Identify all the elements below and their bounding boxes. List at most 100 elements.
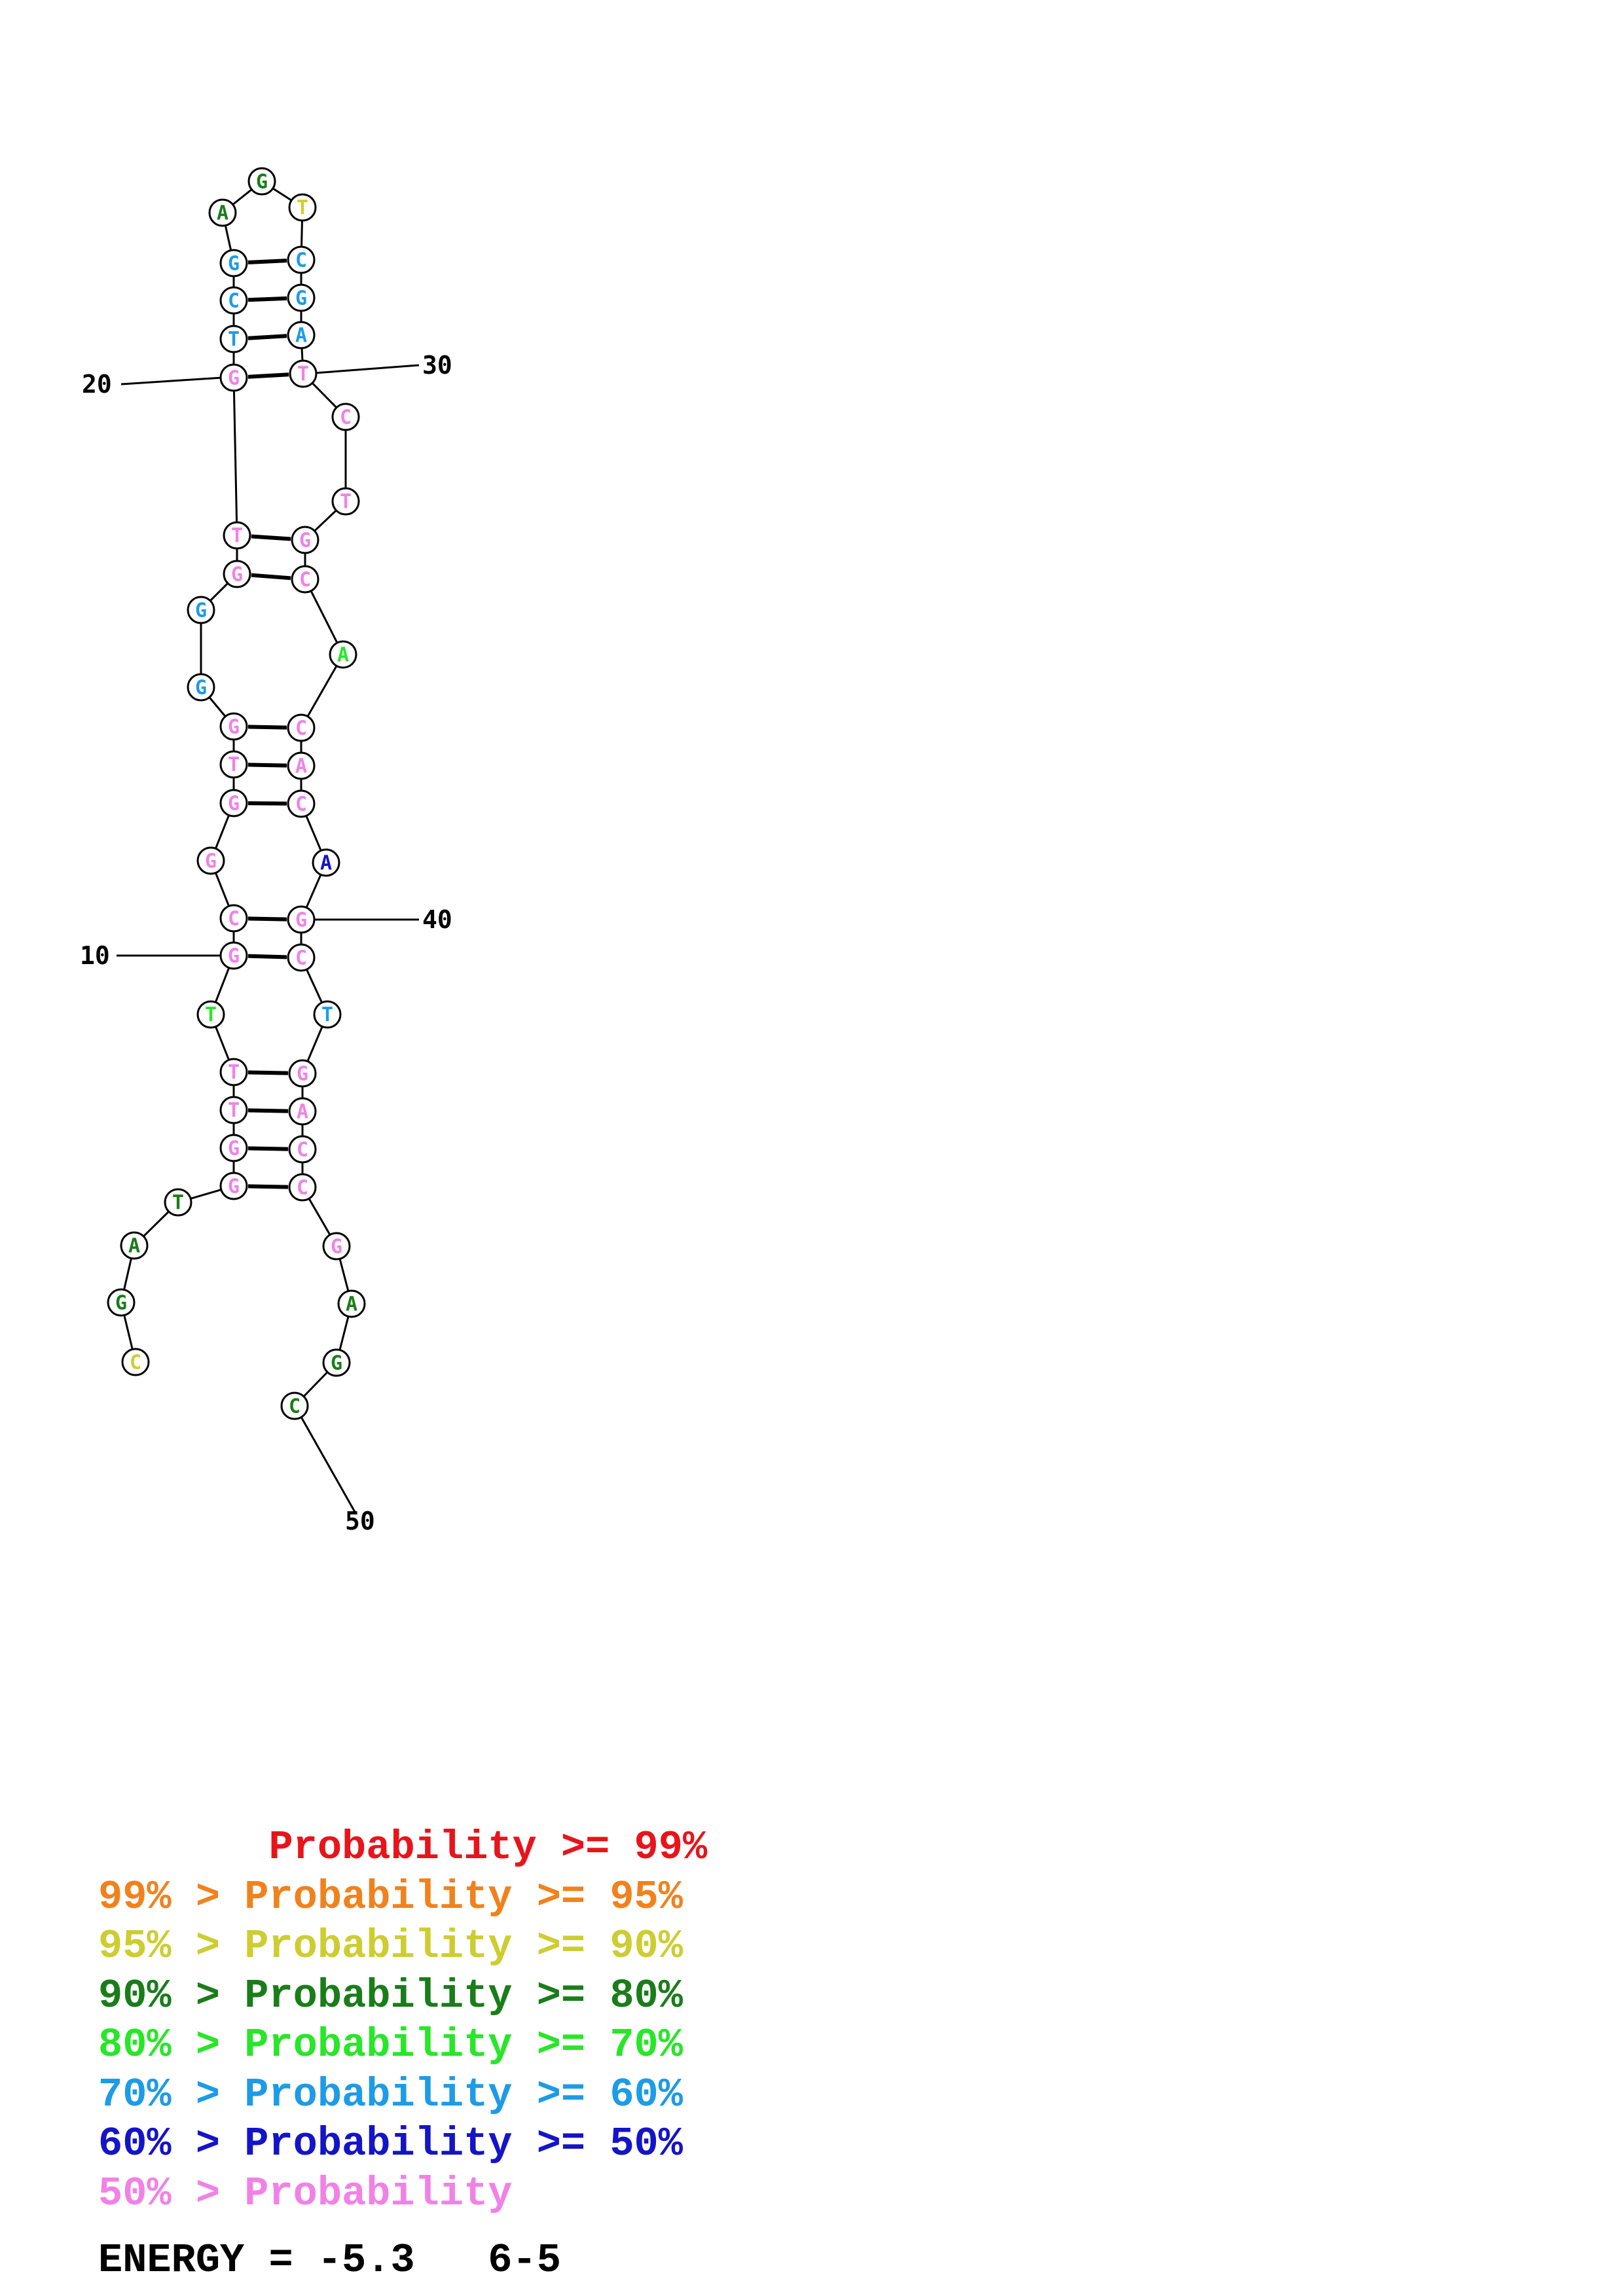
base-pair-line <box>247 725 287 730</box>
nucleotide: T <box>331 487 360 516</box>
position-label: 50 <box>345 1507 375 1535</box>
nucleotide: C <box>219 286 248 315</box>
nucleotide: G <box>291 526 319 554</box>
nucleotide-letter: G <box>299 529 311 552</box>
nucleotide: G <box>322 1348 351 1377</box>
nucleotide-letter: G <box>228 253 240 276</box>
nucleotide-letter: G <box>256 171 268 194</box>
nucleotide-circle <box>329 640 357 669</box>
nucleotide-letter: G <box>228 793 240 816</box>
nucleotide-letter: A <box>297 1101 308 1124</box>
nucleotide: C <box>288 1173 317 1202</box>
backbone-segment <box>305 815 322 852</box>
nucleotide-letter: G <box>231 564 243 586</box>
nucleotide-letter: G <box>297 1063 308 1086</box>
backbone-segment <box>306 665 338 717</box>
nucleotide-circle <box>219 363 248 392</box>
nucleotide-letter: A <box>346 1293 357 1316</box>
base-pair-line <box>247 296 287 302</box>
nucleotide-circle <box>247 167 276 196</box>
nucleotide-letter: C <box>130 1352 141 1374</box>
nucleotide-circle <box>219 286 248 315</box>
nucleotide-circle <box>187 673 215 702</box>
backbone-segment <box>214 815 230 849</box>
nucleotide-letter: G <box>228 945 240 968</box>
legend-entry: 50% > Probability <box>98 2170 513 2217</box>
nucleotide-circle <box>287 751 316 780</box>
legend-entry: Probability >= 99% <box>98 1824 708 1871</box>
nucleotide: G <box>287 283 316 312</box>
nucleotide-letter: G <box>195 600 207 622</box>
nucleotide: G <box>223 560 251 588</box>
position-tick-line <box>314 364 420 374</box>
backbone-layer <box>123 187 350 1397</box>
nucleotide-circle <box>219 1096 248 1124</box>
nucleotide-letter: G <box>228 367 240 390</box>
nucleotide: C <box>291 565 319 594</box>
nucleotide-circle <box>223 560 251 588</box>
nucleotide: A <box>208 198 237 227</box>
nucleotide-circle <box>287 905 316 934</box>
nucleotide-letter: G <box>331 1352 342 1375</box>
nucleotide-letter: G <box>228 1138 240 1160</box>
nucleotide-letter: C <box>299 569 311 592</box>
nucleotide: G <box>247 167 276 196</box>
nucleotide: T <box>164 1188 192 1217</box>
nucleotide-letter: G <box>195 677 207 700</box>
nucleotide-circle <box>287 321 316 350</box>
nucleotide-letter: A <box>337 644 349 667</box>
base-pair-line <box>247 1184 289 1189</box>
nucleotide-letter: C <box>295 249 307 272</box>
legend-entry: 60% > Probability >= 50% <box>98 2121 683 2167</box>
nucleotide: G <box>219 1172 248 1200</box>
legend-entry: 99% > Probability >= 95% <box>98 1873 683 1920</box>
nucleotide-letter: G <box>295 909 307 932</box>
nucleotide: C <box>219 904 248 933</box>
nucleotide: G <box>322 1232 351 1261</box>
nucleotide-circle <box>312 848 340 877</box>
nucleotide-letter: T <box>297 197 308 220</box>
nucleotide: G <box>219 789 248 817</box>
nucleotide-circle <box>313 1000 342 1029</box>
nucleotide-circle <box>219 325 248 353</box>
base-pair-line <box>247 372 289 379</box>
position-label: 10 <box>80 941 110 970</box>
nucleotide-circle <box>289 359 318 388</box>
nucleotide-circle <box>219 1058 248 1086</box>
backbone-segment <box>210 583 228 601</box>
nucleotide-circle <box>219 1172 248 1200</box>
nucleotide-letter: C <box>295 793 307 816</box>
nucleotide-circle <box>288 1135 317 1164</box>
nucleotide: T <box>219 1058 248 1086</box>
position-tick-line <box>300 1416 356 1513</box>
nucleotide-letter: T <box>228 329 240 351</box>
position-label: 20 <box>82 370 112 399</box>
nucleotide-circle <box>337 1289 366 1318</box>
nucleotide-letter: A <box>128 1235 140 1258</box>
nucleotide-circle <box>287 245 316 274</box>
nucleotide: G <box>196 846 225 875</box>
nucleotide-circle <box>120 1231 149 1260</box>
base-pair-line <box>247 762 287 768</box>
base-pair-line <box>247 1108 289 1113</box>
backbone-segment <box>308 1198 331 1236</box>
base-pair-line <box>247 334 287 340</box>
backbone-segment <box>301 220 303 247</box>
nucleotide-letter: T <box>228 1062 240 1085</box>
nucleotide-letter: A <box>295 755 307 778</box>
nucleotide-circle <box>287 283 316 312</box>
nucleotide-circle <box>219 712 248 741</box>
base-pair-line <box>247 1146 289 1151</box>
nucleotide-letter: T <box>205 1004 217 1027</box>
backbone-segment <box>338 1258 350 1292</box>
nucleotide-letter: C <box>228 290 240 313</box>
legend-entry: 90% > Probability >= 80% <box>98 1972 683 2019</box>
nucleotide-circle <box>288 193 317 222</box>
nucleotide: G <box>288 1059 317 1088</box>
nucleotide-circle <box>287 789 316 818</box>
nucleotide-letter: T <box>297 363 309 386</box>
position-tick-line <box>120 376 223 386</box>
backbone-segment <box>232 188 253 206</box>
nucleotide: A <box>287 751 316 780</box>
